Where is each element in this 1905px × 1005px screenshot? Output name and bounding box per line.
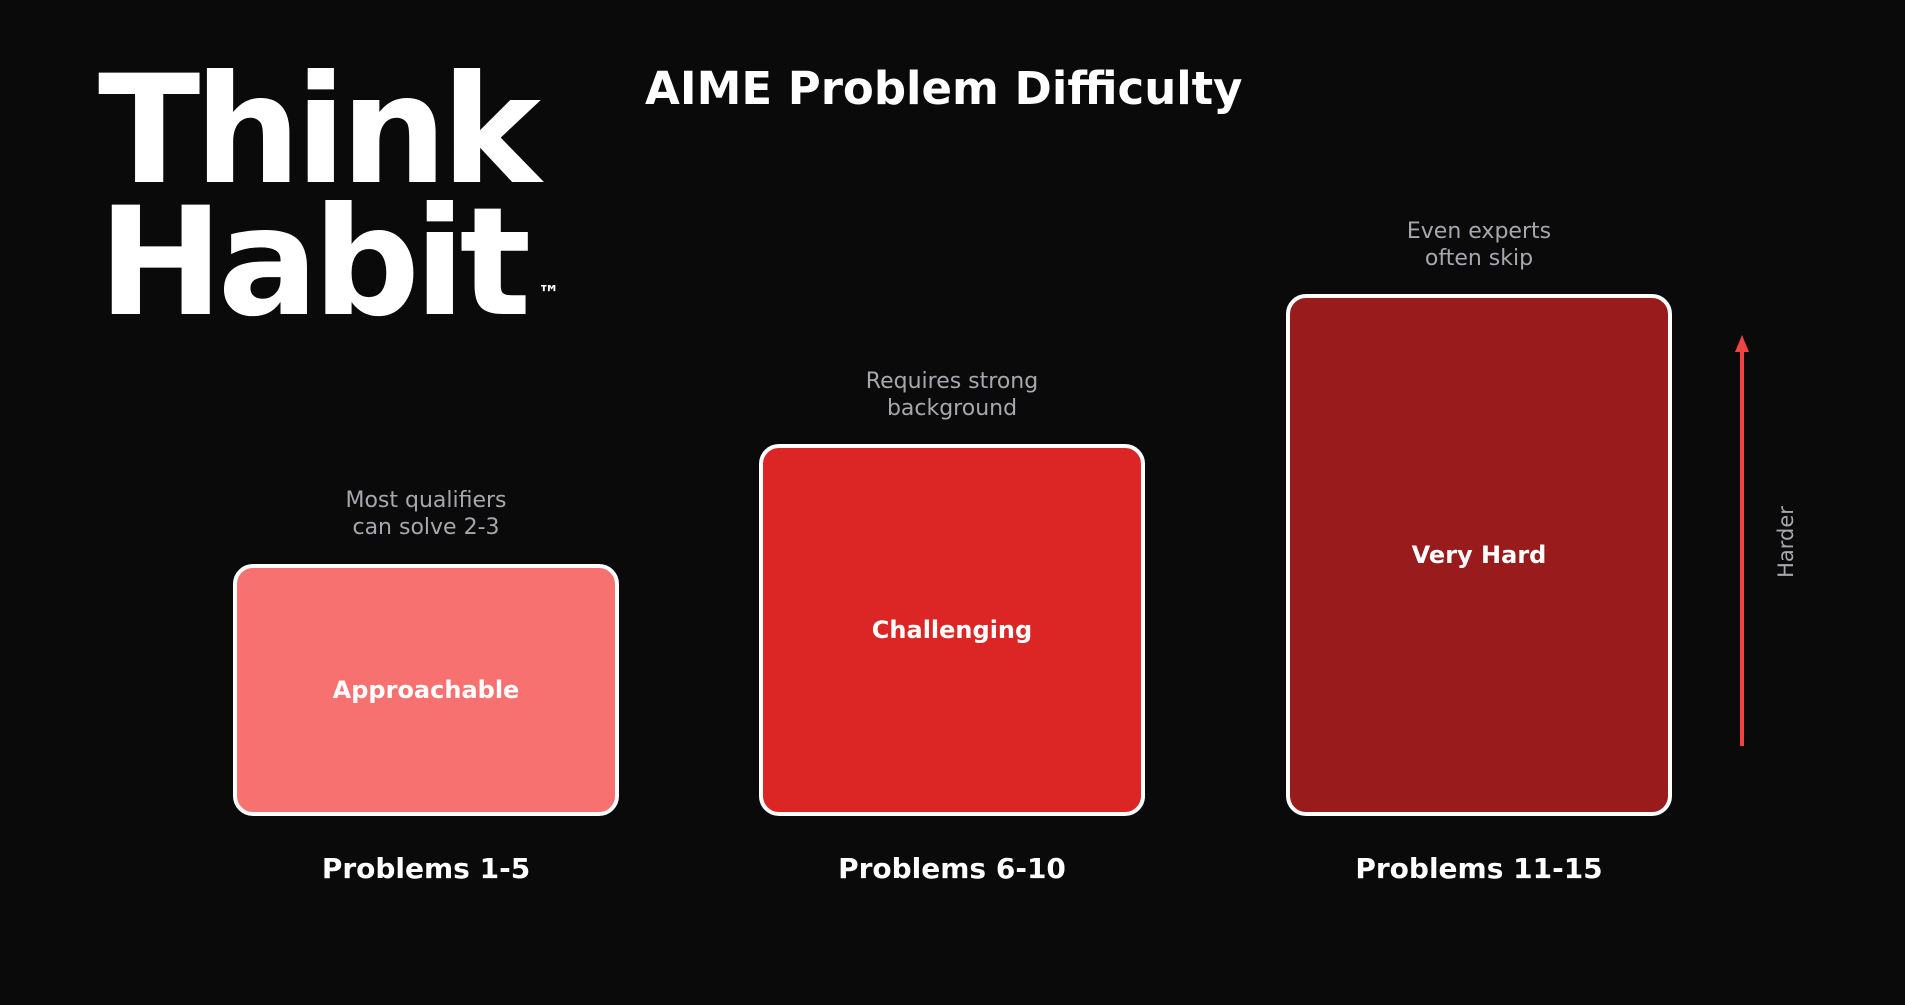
logo-word-think: Think: [98, 44, 541, 218]
harder-arrow-icon: [1735, 335, 1749, 746]
tier-2-block: Challenging: [759, 444, 1145, 816]
tier-2-note: Requires strong background: [865, 369, 1039, 421]
tier-1-block: Approachable: [233, 564, 619, 816]
tier-2-problems-label: Problems 6-10: [838, 852, 1066, 885]
tier-3-problems-label: Problems 11-15: [1355, 852, 1603, 885]
tier-3-note: Even experts often skip: [1406, 219, 1552, 271]
tier-1-note: Most qualifiers can solve 2-3: [345, 488, 507, 540]
tier-1-problems-label: Problems 1-5: [321, 852, 531, 885]
trademark-symbol: ™: [538, 282, 560, 307]
tier-1-label: Approachable: [332, 676, 520, 704]
harder-axis-label: Harder: [1774, 506, 1798, 578]
tier-3-block: Very Hard: [1286, 294, 1672, 816]
diagram-title: AIME Problem Difficulty: [645, 62, 1243, 115]
logo-word-habit: Habit: [98, 176, 531, 350]
tier-3-label: Very Hard: [1411, 541, 1547, 569]
think-habit-logo: Think Habit ™: [98, 44, 578, 338]
tier-2-label: Challenging: [871, 616, 1033, 644]
